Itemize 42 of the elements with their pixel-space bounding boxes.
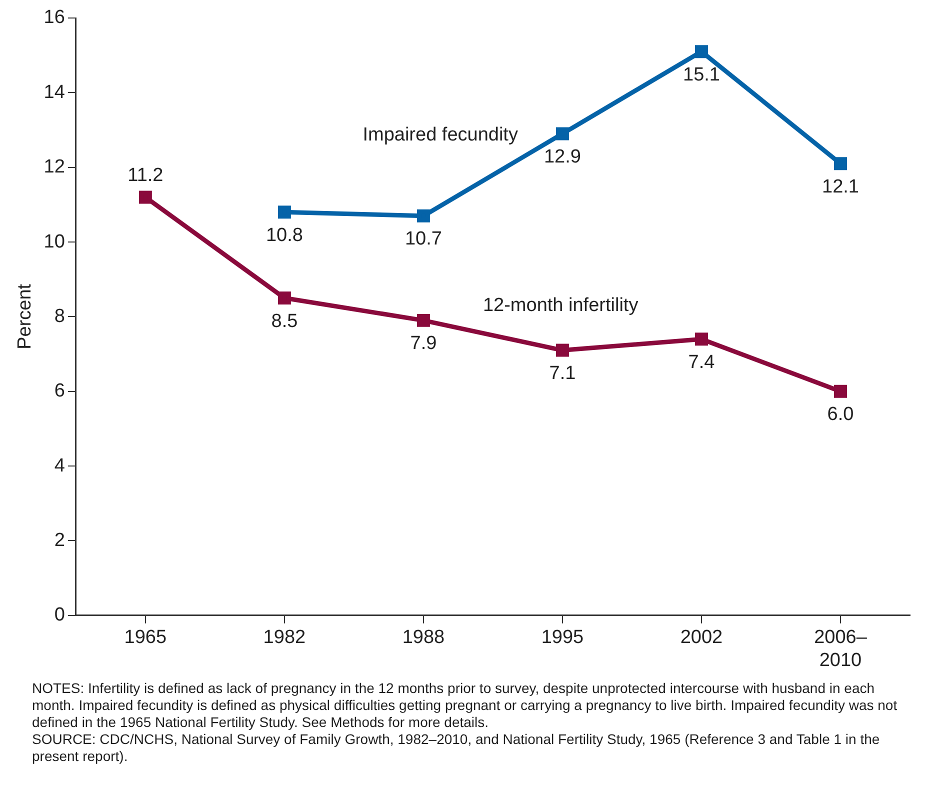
data-label: 12.9 — [544, 146, 581, 168]
data-label: 8.5 — [271, 310, 298, 332]
data-label: 7.1 — [549, 363, 576, 384]
y-tick-label: 4 — [54, 455, 66, 476]
x-tick-label: 2006–2010 — [814, 627, 868, 671]
point — [278, 206, 291, 219]
data-label: 10.8 — [266, 224, 303, 246]
point — [416, 314, 430, 327]
point — [834, 384, 847, 398]
y-tick-label: 16 — [44, 7, 65, 28]
y-axis-title: Percent — [14, 283, 36, 350]
data-label: 6.0 — [827, 404, 854, 426]
point — [694, 332, 708, 346]
point — [556, 127, 569, 140]
point — [556, 344, 569, 357]
x-tick-label: 1965 — [124, 627, 167, 648]
text: NOTES: Infertility is defined as lack of pregnancy in the 12 months prior to survey, despite unprotected intercourse with husband in each month. Impaired fecundity is defined as physical difficulties getting pregnant or carrying a pregnancy to live birth. Impaired fecundity was not defined in the 1965 National Fertility Study. See Methods for more details. — [32, 680, 898, 731]
y-tick-label: 14 — [44, 82, 66, 103]
data-label: 11.2 — [128, 164, 164, 186]
x-tick-label: 2002 — [680, 627, 723, 648]
point — [278, 292, 291, 305]
data-label: 12.1 — [822, 176, 859, 198]
data-label: 7.9 — [410, 333, 437, 354]
x-tick-label: 1982 — [263, 627, 306, 648]
series-label: Impaired fecundity — [362, 124, 518, 146]
series-label: 12-month infertility — [482, 295, 639, 316]
x-tick-label: 1988 — [402, 627, 445, 648]
source-note: SOURCE: CDC/NCHS, National Survey of Family Growth, 1982–2010, and National Fertility Study, 1965 (Reference 3 and Table 1 in the present report). — [32, 731, 881, 765]
y-tick-label: 12 — [44, 156, 65, 178]
y-tick-label: 2 — [54, 530, 65, 551]
point — [138, 190, 152, 204]
point — [416, 209, 430, 222]
y-tick-label: 10 — [44, 231, 65, 252]
data-label: 7.4 — [688, 352, 716, 373]
x-tick-label: 1995 — [541, 627, 584, 648]
y-tick-label: 0 — [54, 604, 65, 626]
data-label: 15.1 — [682, 64, 720, 86]
point — [834, 157, 847, 170]
point — [694, 45, 708, 58]
y-tick-label: 6 — [54, 380, 65, 402]
y-tick-label: 8 — [54, 306, 65, 327]
data-label: 10.7 — [404, 228, 442, 250]
